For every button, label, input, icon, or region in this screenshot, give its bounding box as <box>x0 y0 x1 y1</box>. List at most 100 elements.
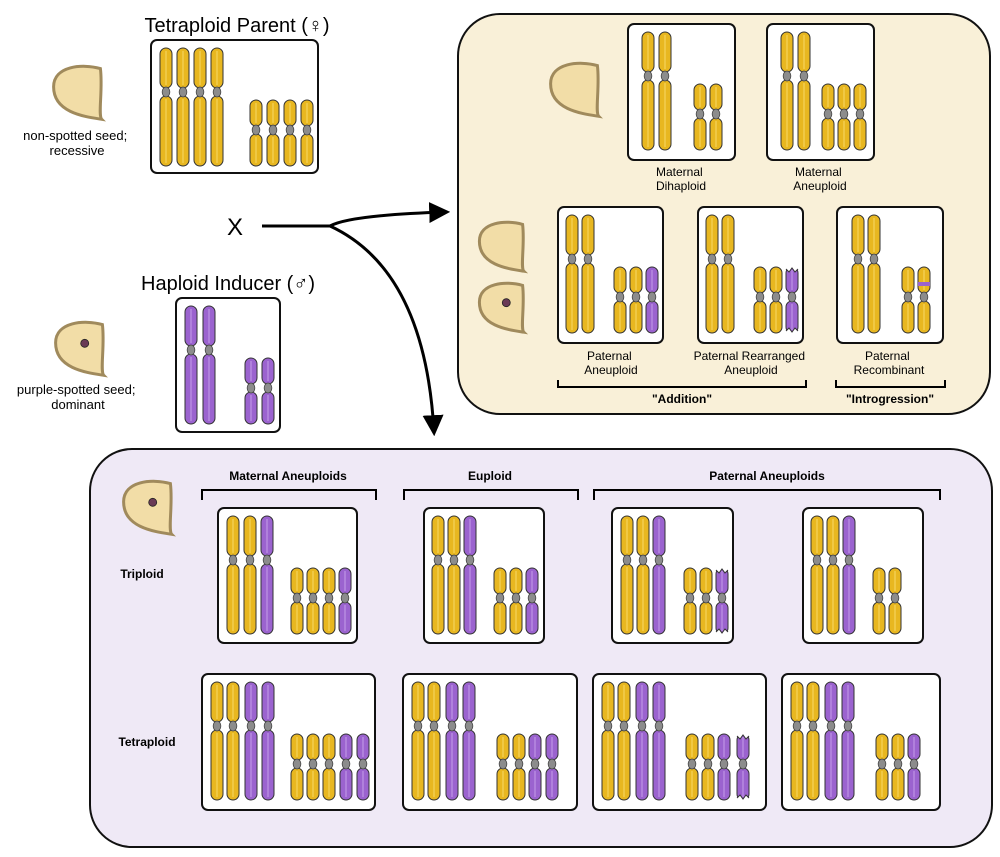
long-chromosome <box>652 681 666 801</box>
long-chromosome <box>842 515 856 635</box>
maternal-dihaploid-label: Maternal Dihaploid <box>656 165 706 193</box>
introgression-bracket <box>835 380 946 388</box>
addition-group-label: "Addition" <box>652 392 712 406</box>
long-chromosome <box>463 515 477 635</box>
short-chromosome <box>736 731 750 803</box>
bottom-panel-spotted-seed-icon <box>122 479 176 537</box>
paternal-short-chromosome <box>261 357 275 425</box>
short-chromosome <box>613 266 627 334</box>
long-chromosome <box>445 681 459 801</box>
paternal-long-chromosome <box>184 305 198 425</box>
tetraploid-row-label: Tetraploid <box>118 735 175 749</box>
maternal-long-chromosome <box>721 214 735 334</box>
paternal-long-chromosome <box>202 305 216 425</box>
short-chromosome <box>699 567 713 635</box>
purple-spot-icon <box>501 298 511 308</box>
maternal-short-chromosome <box>821 83 835 151</box>
paternal-aneuploids-header: Paternal Aneuploids <box>709 469 825 483</box>
short-chromosome <box>509 567 523 635</box>
short-chromosome <box>645 266 659 334</box>
paternal-aneuploids-bracket <box>593 489 941 500</box>
long-chromosome <box>810 515 824 635</box>
maternal-long-chromosome <box>705 214 719 334</box>
addition-bracket <box>557 380 807 388</box>
short-chromosome <box>512 733 526 801</box>
maternal-aneuploids-header: Maternal Aneuploids <box>229 469 347 483</box>
purple-spotted-seed-icon <box>54 320 108 378</box>
long-chromosome <box>226 515 240 635</box>
maternal-long-chromosome <box>851 214 865 334</box>
maternal-short-chromosome <box>266 99 280 167</box>
short-chromosome <box>528 733 542 801</box>
maternal-aneuploid-label: Maternal Aneuploid <box>793 165 846 193</box>
long-chromosome <box>462 681 476 801</box>
long-chromosome <box>411 681 425 801</box>
short-chromosome <box>683 567 697 635</box>
maternal-long-chromosome <box>159 47 173 167</box>
long-chromosome <box>447 515 461 635</box>
long-chromosome <box>652 515 666 635</box>
top-panel-seed-icon <box>549 61 603 119</box>
cross-symbol: X <box>227 214 243 241</box>
short-chromosome <box>339 733 353 801</box>
short-chromosome <box>290 567 304 635</box>
maternal-short-chromosome <box>693 83 707 151</box>
maternal-long-chromosome <box>193 47 207 167</box>
short-chromosome <box>496 733 510 801</box>
introgression-group-label: "Introgression" <box>846 392 934 406</box>
long-chromosome <box>620 515 634 635</box>
top-panel-seed-icon <box>477 220 529 274</box>
long-chromosome <box>226 681 240 801</box>
short-chromosome <box>715 565 729 637</box>
short-chromosome <box>493 567 507 635</box>
short-chromosome <box>701 733 715 801</box>
male-parent-title: Haploid Inducer (♂) <box>141 273 315 295</box>
purple-spot-icon <box>148 497 158 507</box>
short-chromosome <box>356 733 370 801</box>
short-chromosome <box>306 567 320 635</box>
maternal-long-chromosome <box>210 47 224 167</box>
long-chromosome <box>601 681 615 801</box>
short-chromosome <box>525 567 539 635</box>
paternal-short-chromosome <box>244 357 258 425</box>
maternal-short-chromosome <box>901 266 915 334</box>
short-chromosome <box>322 567 336 635</box>
long-chromosome <box>790 681 804 801</box>
long-chromosome <box>260 515 274 635</box>
maternal-short-chromosome <box>917 266 931 334</box>
long-chromosome <box>826 515 840 635</box>
long-chromosome <box>210 681 224 801</box>
short-chromosome <box>322 733 336 801</box>
purple-spot-icon <box>80 338 90 348</box>
maternal-short-chromosome <box>249 99 263 167</box>
maternal-dihaploid-box <box>627 23 736 161</box>
arrow-to-top-panel <box>262 202 451 228</box>
maternal-short-chromosome <box>872 567 886 635</box>
maternal-short-chromosome <box>300 99 314 167</box>
long-chromosome <box>617 681 631 801</box>
short-chromosome <box>290 733 304 801</box>
maternal-short-chromosome <box>709 83 723 151</box>
paternal-aneuploid-label: Paternal Aneuploid <box>584 349 637 377</box>
arrow-to-bottom-panel <box>329 224 444 437</box>
maternal-long-chromosome <box>867 214 881 334</box>
long-chromosome <box>636 515 650 635</box>
short-chromosome <box>875 733 889 801</box>
paternal-recombinant-label: Paternal Recombinant <box>854 349 925 377</box>
maternal-short-chromosome <box>837 83 851 151</box>
short-chromosome <box>785 264 799 336</box>
maternal-long-chromosome <box>780 31 794 151</box>
long-chromosome <box>261 681 275 801</box>
short-chromosome <box>685 733 699 801</box>
euploid-header: Euploid <box>468 469 512 483</box>
short-chromosome <box>907 733 921 801</box>
maternal-aneuploids-bracket <box>201 489 377 500</box>
paternal-rearranged-aneuploid-label: Paternal Rearranged Aneuploid <box>694 349 809 377</box>
non-spotted-seed-icon <box>52 64 106 122</box>
short-chromosome <box>717 733 731 801</box>
maternal-long-chromosome <box>658 31 672 151</box>
maternal-long-chromosome <box>176 47 190 167</box>
long-chromosome <box>244 681 258 801</box>
short-chromosome <box>753 266 767 334</box>
short-chromosome <box>769 266 783 334</box>
